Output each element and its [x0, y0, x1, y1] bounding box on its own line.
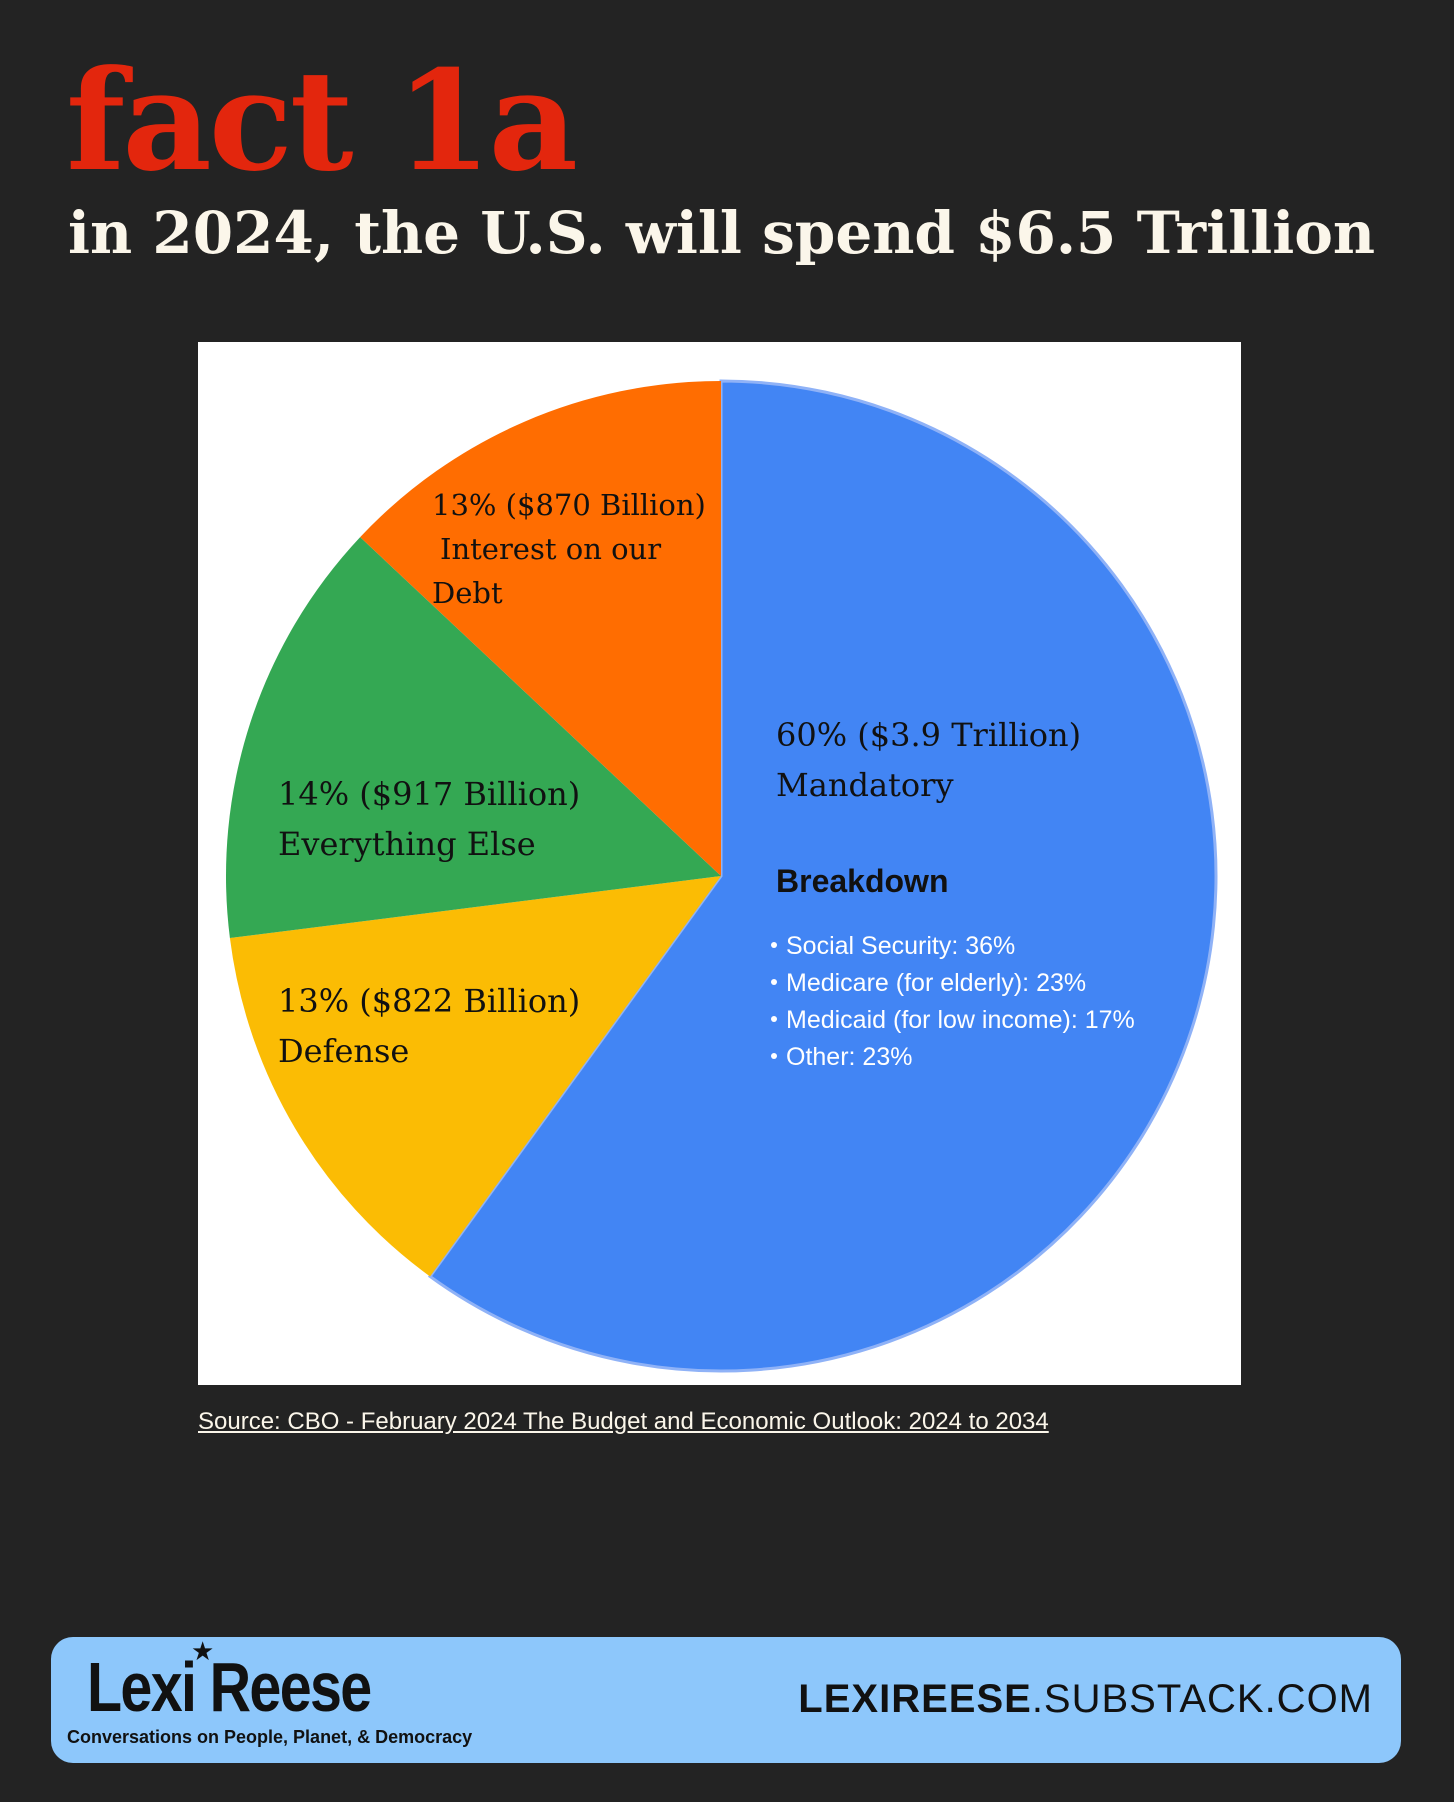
slice-label-interest-line3: Debt [432, 576, 503, 610]
pie-slice-defense [229, 876, 721, 1277]
slice-label-everything-else-line1: 14% ($917 Billion) [278, 775, 580, 813]
star-icon: ★ [191, 1637, 215, 1667]
bullet-icon [771, 942, 777, 948]
page-title: fact 1a [66, 39, 578, 202]
footer-banner: Lexi Reese ★ Conversations on People, Pl… [51, 1637, 1401, 1763]
site-link-rest: .SUBSTACK.COM [1031, 1677, 1373, 1721]
pie-slice-interest-on-our-debt [360, 381, 721, 876]
bullet-icon [771, 1016, 777, 1022]
page-subtitle: in 2024, the U.S. will spend $6.5 Trilli… [68, 199, 1376, 267]
breakdown-item-medicare: Medicare (for elderly): 23% [786, 969, 1086, 997]
slice-label-mandatory-line1: 60% ($3.9 Trillion) [776, 716, 1081, 754]
breakdown-item-social-security: Social Security: 36% [786, 932, 1015, 960]
pie-slices [225, 379, 1218, 1373]
slice-label-interest-line1: 13% ($870 Billion) [432, 488, 706, 522]
bullet-icon [771, 1053, 777, 1059]
brand-tagline: Conversations on People, Planet, & Democ… [67, 1727, 473, 1747]
pie-chart-panel: 13% ($870 Billion) Interest on our Debt … [198, 342, 1241, 1385]
source-link[interactable]: Source: CBO - February 2024 The Budget a… [198, 1408, 1049, 1435]
bullet-icon [771, 979, 777, 985]
pie-slice-everything-else [225, 537, 721, 939]
breakdown-item-other: Other: 23% [786, 1043, 912, 1071]
site-link-bold: LEXIREESE [798, 1677, 1032, 1721]
site-link[interactable]: LEXIREESE.SUBSTACK.COM [798, 1677, 1373, 1722]
slice-label-defense-line1: 13% ($822 Billion) [278, 982, 580, 1020]
slice-label-mandatory-line2: Mandatory [776, 766, 954, 804]
brand-logo: Lexi Reese [87, 1648, 372, 1726]
pie-slice-mandatory [427, 379, 1218, 1373]
slice-label-defense-line2: Defense [278, 1032, 409, 1070]
breakdown-list: Social Security: 36% Medicare (for elder… [771, 932, 1135, 1071]
slice-label-everything-else-line2: Everything Else [278, 825, 536, 863]
pie-chart: 13% ($870 Billion) Interest on our Debt … [225, 379, 1218, 1373]
breakdown-item-medicaid: Medicaid (for low income): 17% [786, 1006, 1135, 1034]
slice-label-interest-line2: Interest on our [440, 532, 661, 566]
breakdown-title: Breakdown [776, 863, 948, 899]
